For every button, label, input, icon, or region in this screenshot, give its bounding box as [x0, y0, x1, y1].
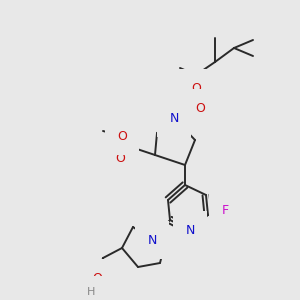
Text: O: O	[92, 272, 102, 284]
Text: O: O	[115, 152, 125, 164]
Text: O: O	[117, 130, 127, 142]
Text: N: N	[147, 233, 157, 247]
Text: O: O	[191, 82, 201, 94]
Text: H: H	[87, 287, 95, 297]
Text: O: O	[195, 101, 205, 115]
Text: N: N	[169, 112, 179, 124]
Text: F: F	[221, 203, 229, 217]
Text: N: N	[185, 224, 195, 236]
